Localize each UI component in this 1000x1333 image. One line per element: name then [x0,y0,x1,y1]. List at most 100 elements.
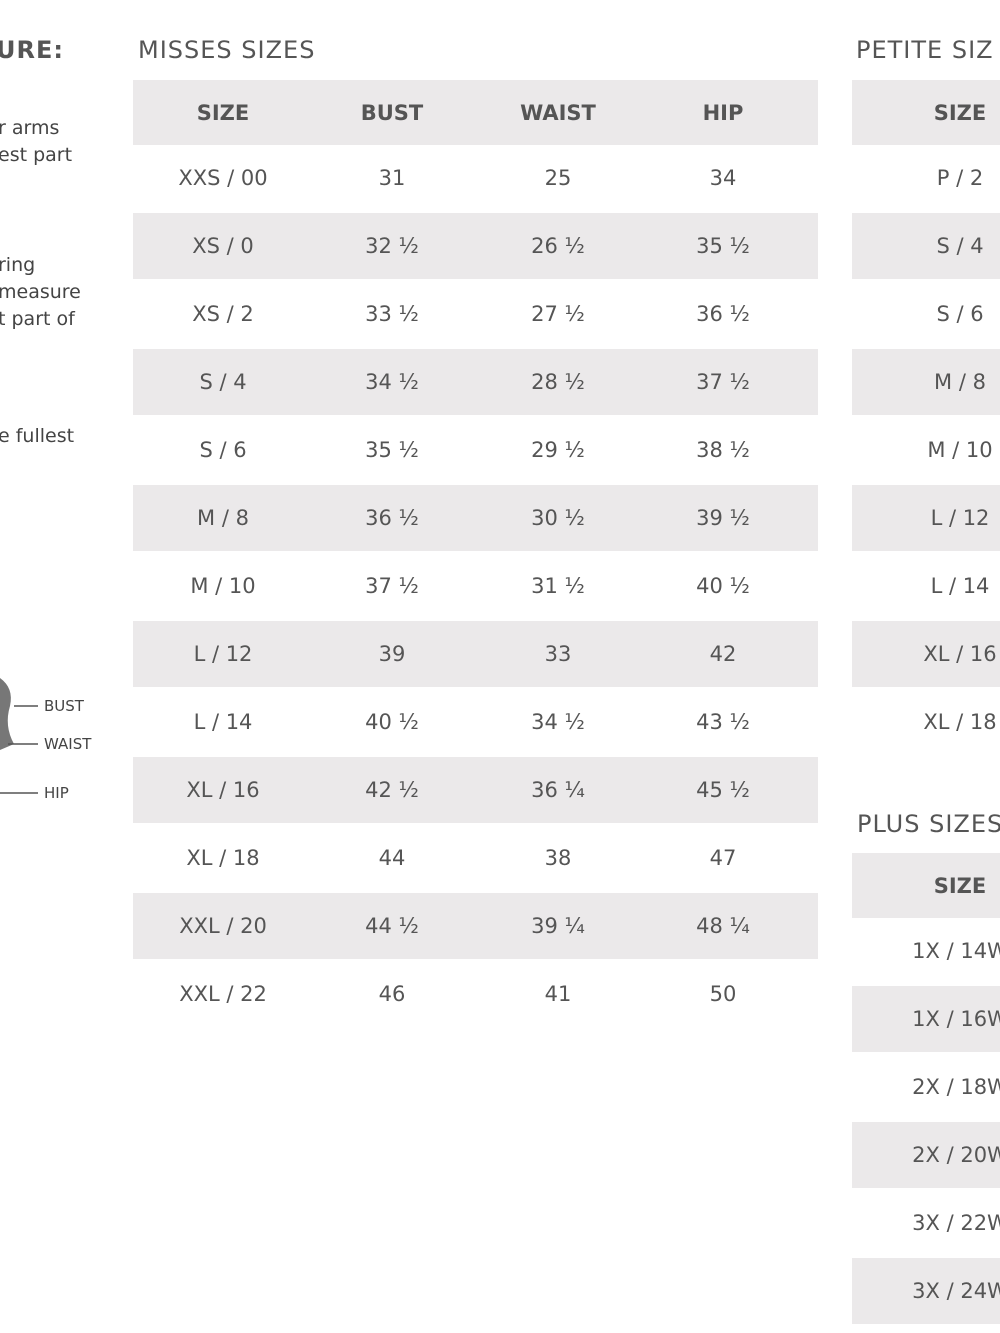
table-cell: M / 8 [934,370,986,394]
table-cell: XXL / 22 [179,982,267,1006]
table-cell: 33 ½ [365,302,419,326]
table-cell: L / 12 [193,642,253,666]
table-cell: 36 ½ [696,302,750,326]
table-cell: 42 [709,642,737,666]
table-cell: 2X / 18W [912,1075,1000,1099]
table-cell: 46 [378,982,406,1006]
table-cell: 48 ¼ [696,914,750,938]
table-cell: M / 10 [190,574,256,598]
table-cell: 39 [378,642,406,666]
table-cell: S / 6 [199,438,247,462]
table-cell: XL / 18 [923,710,997,734]
side-text: e fullest [0,425,75,447]
table-cell: 40 ½ [365,710,419,734]
table-cell: XS / 2 [192,302,254,326]
petite-title: PETITE SIZ [856,36,994,64]
table-cell: 32 ½ [365,234,419,258]
table-cell: 44 [378,846,406,870]
table-cell: 2X / 20W [912,1143,1000,1167]
table-cell: 47 [709,846,737,870]
row-band [133,485,818,551]
table-cell: 35 ½ [365,438,419,462]
table-cell: XL / 16 [186,778,260,802]
table-cell: 37 ½ [365,574,419,598]
table-cell: 44 ½ [365,914,419,938]
table-cell: XS / 0 [192,234,254,258]
table-cell: 26 ½ [531,234,585,258]
side-text: t part of [0,308,75,330]
left-title: URE: [0,36,64,64]
header-band [852,853,1000,918]
table-cell: M / 10 [927,438,993,462]
figure-label: BUST [44,697,84,715]
table-cell: L / 14 [930,574,990,598]
table-cell: 25 [544,166,572,190]
figure-label: HIP [44,784,69,802]
table-cell: 3X / 22W [912,1211,1000,1235]
table-cell: XL / 16 [923,642,997,666]
table-cell: 34 ½ [531,710,585,734]
table-cell: 31 ½ [531,574,585,598]
row-band [133,893,818,959]
column-header: HIP [702,101,744,125]
table-cell: 35 ½ [696,234,750,258]
column-header: SIZE [196,101,250,125]
table-cell: 29 ½ [531,438,585,462]
table-cell: XL / 18 [186,846,260,870]
table-cell: 31 [378,166,406,190]
row-band [852,986,1000,1052]
plus-title: PLUS SIZES [857,810,1000,838]
table-cell: 37 ½ [696,370,750,394]
side-text: ring [0,254,36,276]
table-cell: XXL / 20 [179,914,267,938]
row-band [133,621,818,687]
table-cell: 43 ½ [696,710,750,734]
table-cell: 3X / 24W [912,1279,1000,1303]
table-cell: S / 4 [199,370,247,394]
row-band [133,213,818,279]
table-cell: 38 [544,846,572,870]
table-cell: 50 [709,982,737,1006]
table-cell: 27 ½ [531,302,585,326]
table-cell: 33 [544,642,572,666]
row-band [133,757,818,823]
row-band [133,349,818,415]
table-cell: XXS / 00 [178,166,268,190]
table-cell: 42 ½ [365,778,419,802]
table-cell: P / 2 [936,166,984,190]
header-band [133,80,818,145]
table-cell: 39 ½ [696,506,750,530]
side-text: measure [0,281,81,303]
table-cell: 40 ½ [696,574,750,598]
column-header: WAIST [520,101,596,125]
table-cell: 30 ½ [531,506,585,530]
column-header: SIZE [933,101,987,125]
body-figure [0,678,38,794]
table-cell: M / 8 [197,506,249,530]
table-cell: 1X / 16W [912,1007,1000,1031]
row-band [852,349,1000,415]
table-cell: 45 ½ [696,778,750,802]
column-header: SIZE [933,874,987,898]
figure-label: WAIST [44,735,92,753]
table-cell: 41 [544,982,572,1006]
table-cell: 38 ½ [696,438,750,462]
row-band [852,1258,1000,1324]
table-cell: 36 ½ [365,506,419,530]
row-band [852,213,1000,279]
misses-title: MISSES SIZES [138,36,316,64]
table-cell: 39 ¼ [531,914,585,938]
table-cell: 34 ½ [365,370,419,394]
row-band [852,485,1000,551]
table-cell: 28 ½ [531,370,585,394]
table-cell: 1X / 14W [912,939,1000,963]
header-band [852,80,1000,145]
column-header: BUST [360,101,424,125]
table-cell: L / 14 [193,710,253,734]
side-text: est part [0,144,73,166]
table-cell: L / 12 [930,506,990,530]
table-cell: 34 [709,166,737,190]
row-band [852,1122,1000,1188]
row-band [852,621,1000,687]
